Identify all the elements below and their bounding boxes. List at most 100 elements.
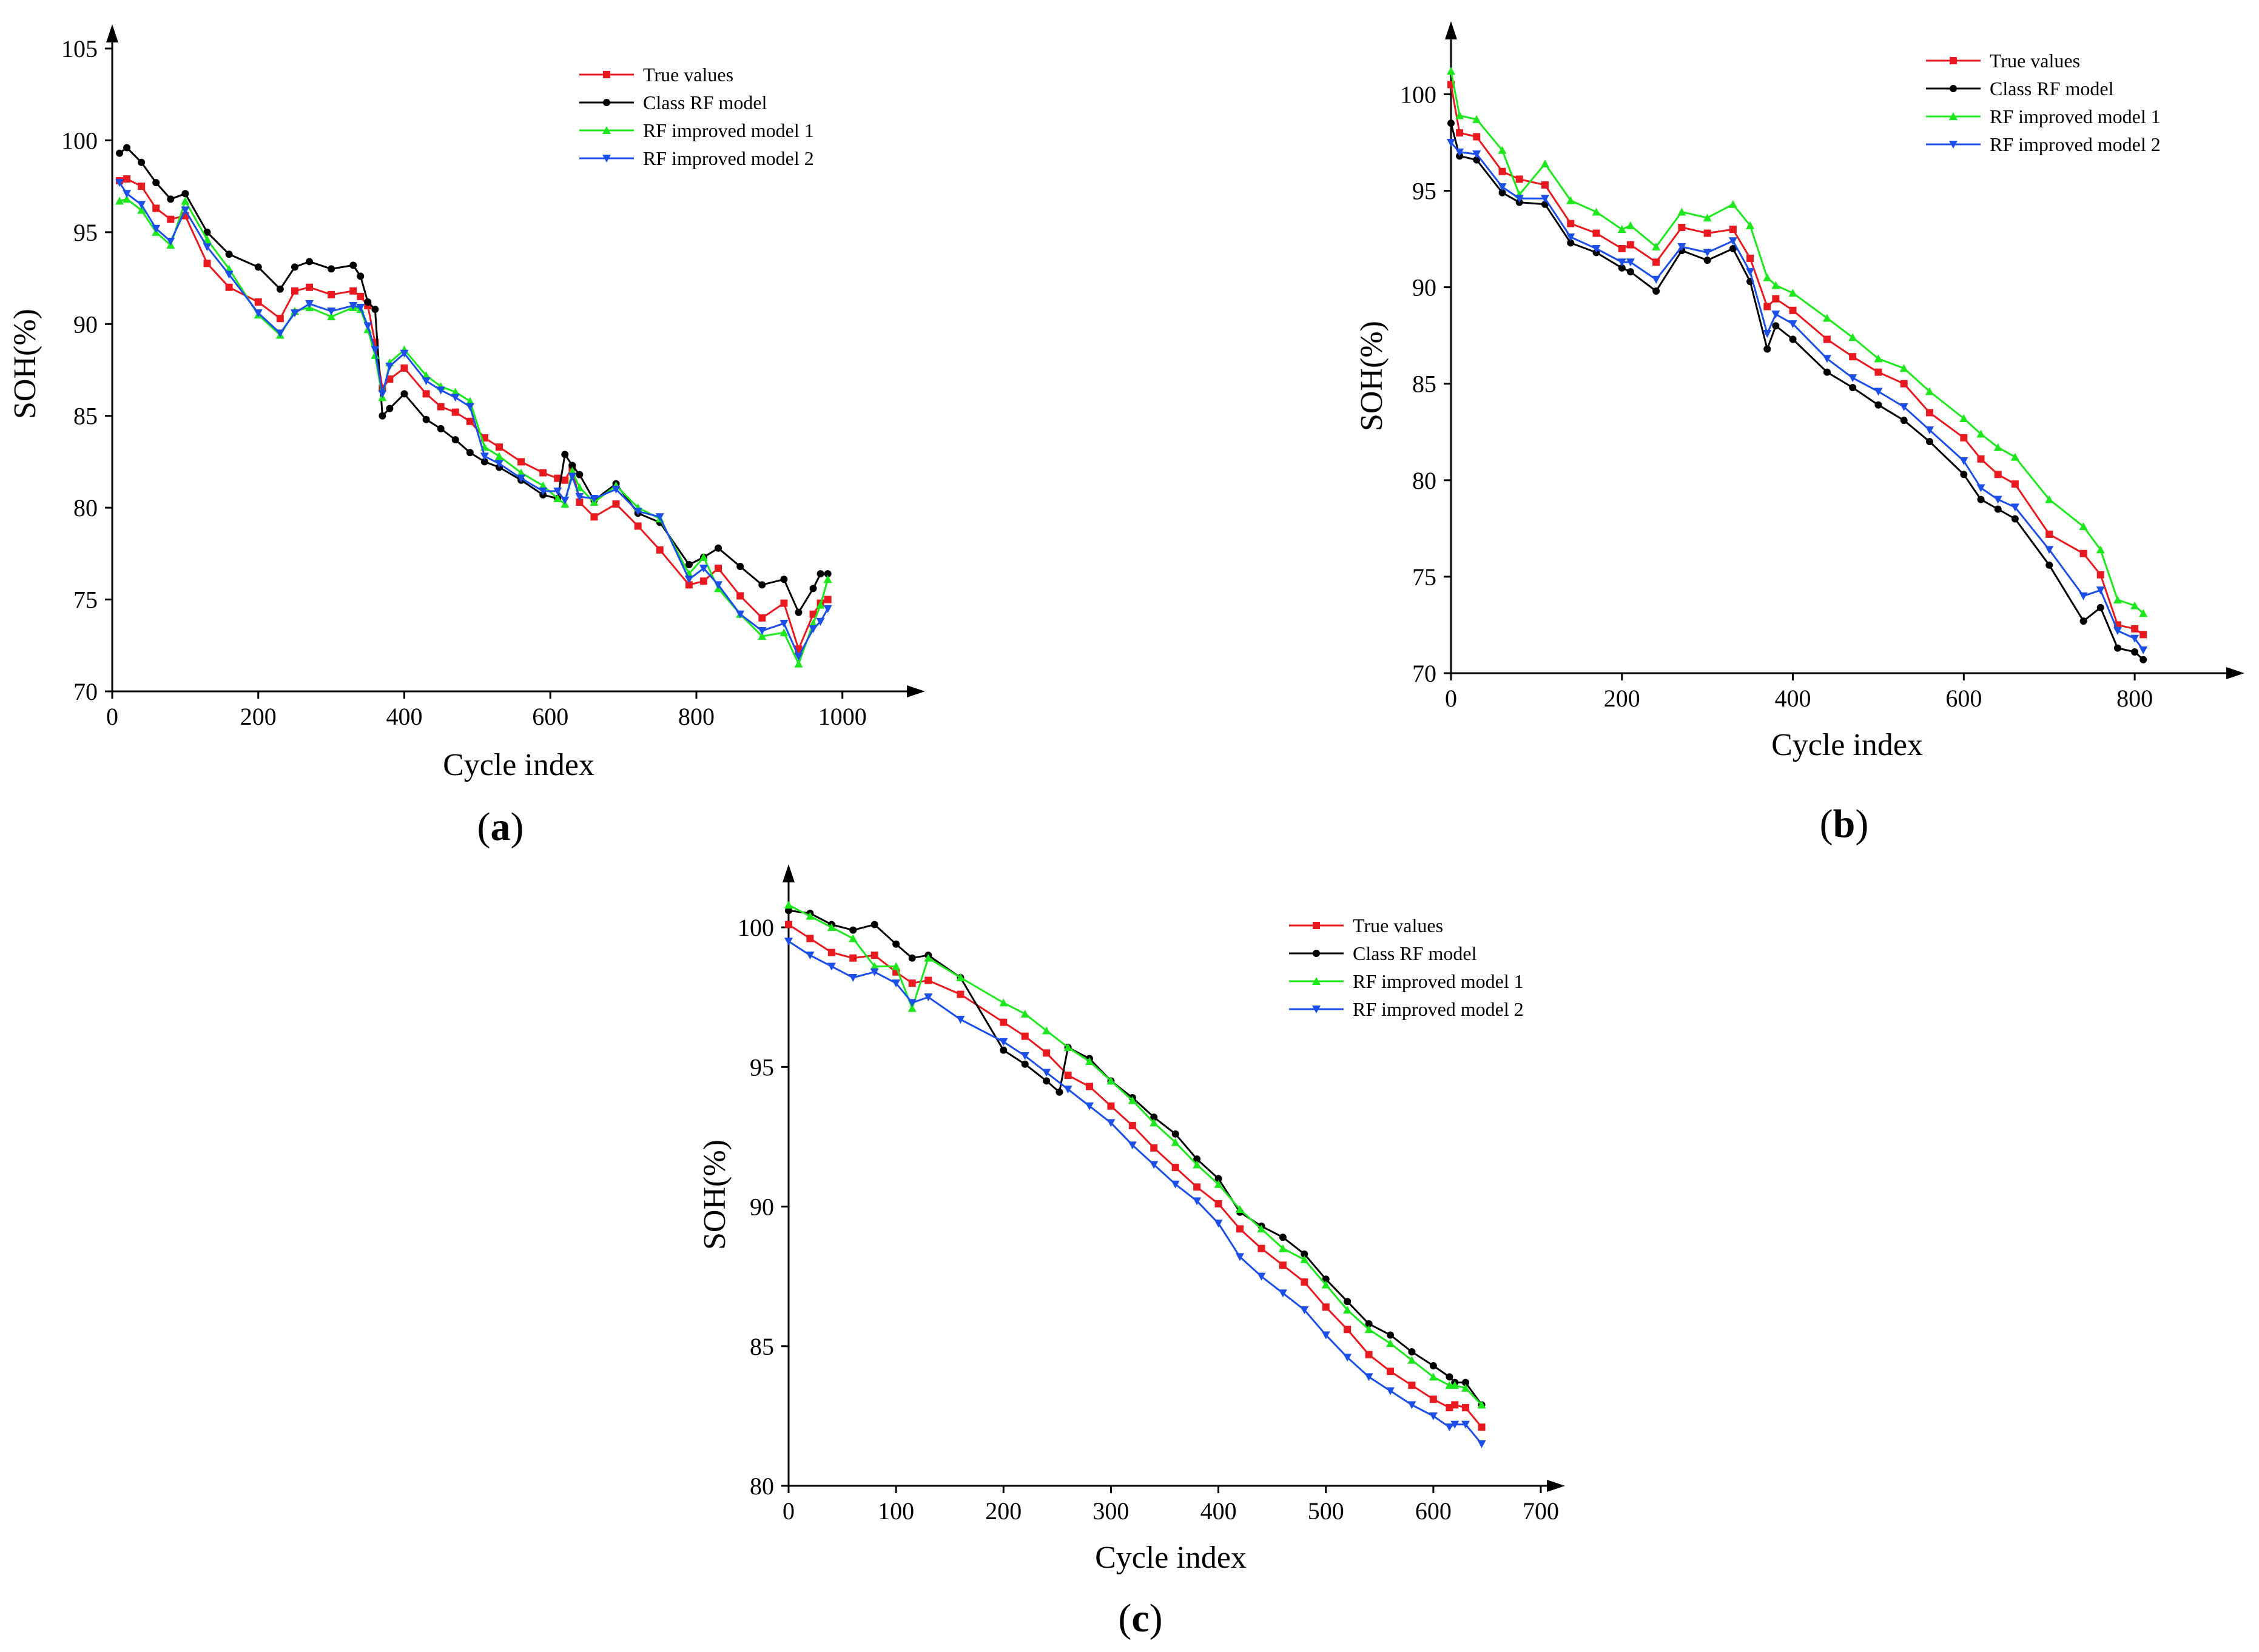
data-point: [1000, 1018, 1008, 1026]
data-point: [1976, 484, 1985, 492]
data-point: [166, 238, 175, 246]
data-point: [1728, 237, 1737, 246]
data-point: [795, 608, 803, 616]
data-point: [1994, 471, 2002, 478]
data-point: [2096, 586, 2105, 595]
data-point: [495, 443, 503, 451]
data-point: [1925, 426, 1934, 435]
data-point: [1652, 258, 1660, 266]
data-point: [576, 471, 584, 478]
data-point: [823, 575, 832, 583]
data-point: [699, 552, 708, 561]
data-point: [1344, 1326, 1352, 1334]
panel-c-label: (c): [1118, 1596, 1162, 1640]
data-point: [276, 315, 284, 323]
data-point: [379, 412, 386, 420]
data-point: [437, 403, 445, 411]
data-point: [276, 285, 284, 293]
data-point: [152, 204, 160, 212]
data-point: [181, 190, 189, 198]
data-point: [924, 993, 933, 1002]
y-tick-label: 75: [1412, 563, 1436, 591]
data-point: [1977, 455, 1985, 463]
data-point: [1150, 1144, 1158, 1152]
data-point: [1652, 287, 1660, 295]
data-point: [1729, 226, 1737, 233]
panel-b-x-axis-title: Cycle index: [1771, 728, 1923, 762]
series-class-rf-model: [1447, 119, 2147, 663]
data-point: [225, 250, 233, 258]
data-point: [1042, 1026, 1051, 1035]
panel-c-x-axis-title: Cycle index: [1095, 1540, 1247, 1575]
data-point: [1874, 401, 1882, 409]
legend-item: Class RF model: [1289, 942, 1477, 964]
data-point: [780, 576, 788, 583]
data-point: [1128, 1122, 1136, 1129]
data-point: [1257, 1244, 1265, 1252]
data-point: [2131, 648, 2139, 656]
data-point: [1322, 1275, 1330, 1283]
data-point: [700, 577, 707, 585]
data-point: [371, 306, 379, 314]
legend-item: Class RF model: [1926, 78, 2114, 99]
data-point: [611, 485, 621, 494]
data-point: [1278, 1289, 1287, 1298]
data-point: [1343, 1305, 1352, 1314]
data-point: [568, 466, 577, 475]
data-point: [1447, 67, 1455, 75]
data-point: [784, 901, 793, 909]
data-point: [892, 940, 900, 948]
data-point: [327, 312, 336, 321]
data-point: [1626, 268, 1634, 276]
data-point: [736, 610, 745, 619]
data-point: [816, 600, 825, 609]
data-point: [2113, 596, 2122, 604]
y-tick-label: 100: [738, 914, 774, 941]
data-point: [785, 907, 792, 915]
legend-label: True values: [1353, 915, 1443, 936]
data-point: [1652, 242, 1661, 250]
series-true-values: [1447, 81, 2147, 639]
data-point: [1386, 1387, 1395, 1395]
data-point: [1960, 434, 1968, 442]
data-point: [1257, 1224, 1266, 1233]
data-point: [1515, 175, 1523, 183]
data-point: [1150, 1113, 1158, 1121]
data-point: [465, 403, 474, 411]
data-point: [1703, 213, 1712, 222]
data-point: [956, 973, 965, 981]
data-point: [1994, 505, 2002, 513]
data-point: [1171, 1138, 1180, 1146]
data-point: [328, 290, 335, 298]
data-point: [1021, 1060, 1029, 1068]
data-point: [1408, 1348, 1416, 1355]
data-point: [827, 923, 836, 932]
data-point: [1386, 1339, 1395, 1348]
x-tick-label: 500: [1308, 1497, 1344, 1525]
data-point: [123, 175, 131, 183]
data-point: [1365, 1351, 1373, 1358]
data-point: [494, 452, 503, 460]
data-point: [1446, 1373, 1453, 1381]
x-tick-label: 600: [1415, 1497, 1452, 1525]
data-point: [254, 309, 263, 318]
data-point: [1021, 1032, 1029, 1040]
data-point: [568, 472, 577, 481]
data-point: [1387, 1368, 1394, 1375]
data-point: [1567, 220, 1575, 227]
data-point: [823, 605, 832, 613]
data-point: [451, 408, 459, 416]
legend-marker-icon: [1950, 85, 1957, 92]
legend-marker-icon: [602, 126, 611, 134]
data-point: [1236, 1225, 1244, 1233]
legend-item: Class RF model: [579, 92, 767, 113]
data-point: [465, 397, 474, 405]
data-point: [306, 283, 313, 291]
data-point: [1763, 345, 1771, 353]
data-point: [908, 954, 916, 962]
data-point: [684, 576, 693, 584]
data-point: [1763, 303, 1771, 311]
data-point: [1387, 1331, 1394, 1339]
data-point: [385, 362, 394, 371]
series-rf-improved-model-2: [115, 179, 832, 661]
